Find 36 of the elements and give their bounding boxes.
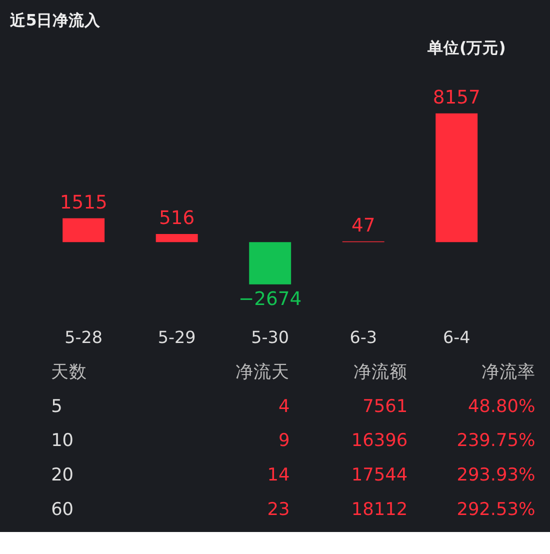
text: 18112 <box>351 500 408 520</box>
text: 16396 <box>351 431 408 452</box>
data-label: 47 <box>351 216 376 237</box>
data-label: 1515 <box>60 192 108 214</box>
x-tick-label: 6-4 <box>442 328 470 348</box>
x-tick-label: 6-3 <box>350 328 377 348</box>
text: 9 <box>278 431 290 452</box>
x-tick-label: 5-30 <box>251 328 290 348</box>
text: 17544 <box>351 466 408 486</box>
text: 48.80% <box>468 396 536 417</box>
text: 14 <box>267 466 290 486</box>
text: 292.53% <box>456 500 536 520</box>
text: 天数 <box>51 362 88 382</box>
x-tick-label: 5-28 <box>64 328 103 348</box>
chart-title: 近5日净流入 <box>8 10 102 30</box>
data-label: 8157 <box>432 88 480 109</box>
text: 7561 <box>362 396 408 417</box>
text: 净流额 <box>354 361 408 382</box>
text: 单位(万元) <box>426 38 506 57</box>
text: 5 <box>51 396 62 417</box>
text: 净流天 <box>236 361 290 382</box>
text: 23 <box>267 500 290 520</box>
bar <box>436 113 478 242</box>
bar <box>62 218 105 242</box>
bar <box>156 234 198 242</box>
data-label: −2674 <box>238 288 302 310</box>
text: 净流率 <box>481 361 536 382</box>
text: 293.93% <box>456 466 536 486</box>
bar <box>249 242 292 284</box>
text: 10 <box>51 431 74 452</box>
text: 4 <box>278 396 290 417</box>
text: 20 <box>51 466 74 486</box>
data-label: 516 <box>159 208 195 230</box>
x-tick-label: 5-29 <box>158 328 196 348</box>
text: 239.75% <box>456 431 536 452</box>
text: 60 <box>51 500 74 520</box>
